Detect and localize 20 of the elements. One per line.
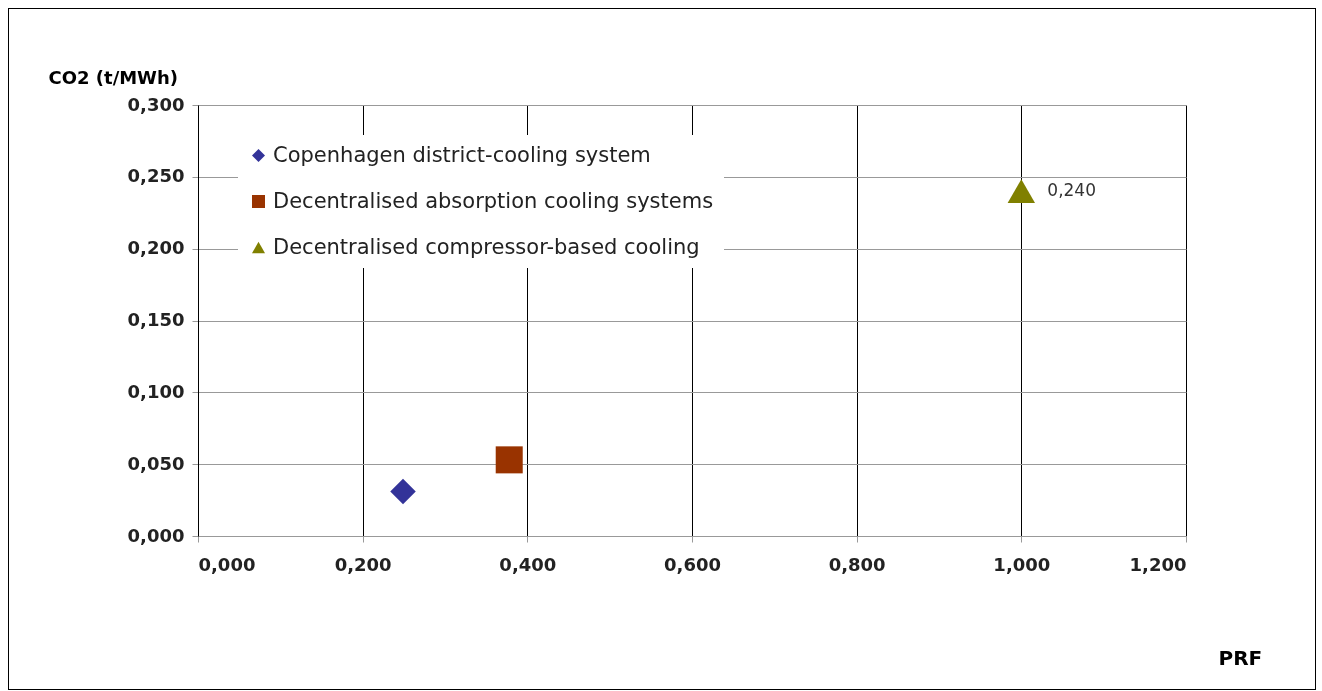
x-tick-label: 0,800 [828, 553, 886, 575]
y-tick-label: 0,150 [127, 309, 185, 330]
x-tick-label: 0,600 [664, 553, 721, 575]
x-axis-title: PRF [1218, 645, 1263, 670]
y-axis-title: CO2 (t/MWh) [48, 66, 179, 88]
legend-label: Copenhagen district-cooling system [273, 142, 651, 167]
y-tick-label: 0,000 [127, 524, 185, 546]
legend-label: Decentralised compressor-based cooling [273, 234, 700, 259]
x-tick-label: 1,200 [1129, 553, 1187, 575]
legend-label: Decentralised absorption cooling systems [273, 188, 714, 213]
x-tick-label: 0,400 [499, 553, 557, 575]
y-tick-label: 0,250 [127, 165, 185, 187]
data-label: 0,240 [1047, 180, 1097, 201]
y-tick-label: 0,100 [127, 380, 185, 402]
y-tick-label: 0,050 [127, 452, 185, 474]
x-tick-label: 0,000 [198, 553, 256, 575]
x-tick-label: 1,000 [993, 553, 1051, 575]
x-tick-label: 0,200 [334, 553, 392, 575]
y-tick-label: 0,300 [127, 93, 185, 115]
y-tick-label: 0,200 [127, 237, 185, 259]
